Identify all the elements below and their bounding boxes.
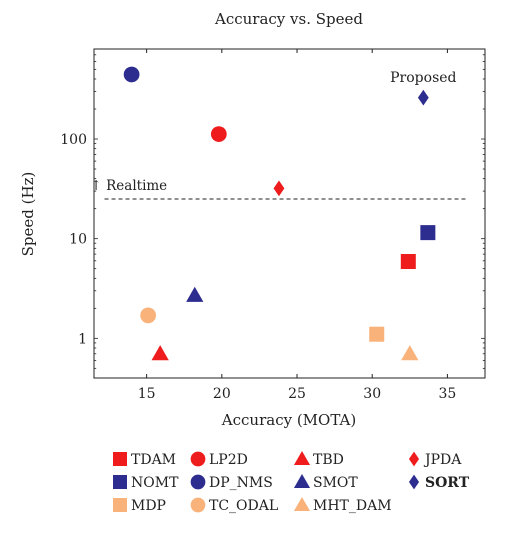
x-tick-label: 20 [213,386,231,402]
data-points [123,66,436,361]
x-tick-label: 35 [438,386,456,402]
legend-marker [113,475,127,489]
annotations: Proposed [390,70,456,86]
legend-label: TBD [313,452,344,468]
legend-marker [293,473,311,489]
legend-marker [113,452,127,466]
legend-marker [113,498,127,512]
x-tick-label: 15 [138,386,156,402]
legend-label: TDAM [131,452,176,468]
legend-label: SORT [425,475,470,491]
x-axis-label: Accuracy (MOTA) [221,411,356,429]
y-tick-label: 1 [78,331,87,347]
point-sort [417,89,429,106]
point-jpda [273,180,285,197]
x-tick-label: 25 [288,386,306,402]
legend-label: MDP [131,498,166,514]
legend-label: TC_ODAL [209,498,278,514]
point-mht-dam [401,345,419,361]
annotation-proposed: Proposed [390,70,456,86]
y-axis-ticks: 1 10 100 [60,48,485,379]
legend-marker [293,496,311,512]
legend-label: DP_NMS [209,475,273,491]
x-tick-label: 30 [363,386,381,402]
y-tick-label: 100 [60,132,87,148]
legend-marker [293,450,311,466]
legend-marker [190,474,206,490]
point-tdam [400,254,416,270]
plot-area [93,48,486,379]
point-dp-nms [123,66,140,83]
realtime-label: ↑ Realtime [91,178,168,194]
legend-label: MHT_DAM [313,498,392,514]
point-nomt [420,225,436,241]
point-lp2d [210,126,227,142]
legend-marker [408,451,420,467]
point-mdp [369,326,385,342]
y-axis-label: Speed (Hz) [19,172,37,257]
legend-marker [190,497,206,513]
legend-label: LP2D [209,452,248,468]
point-smot [186,286,204,302]
plot-frame [93,48,486,379]
realtime-threshold: ↑ Realtime [91,178,466,200]
legend-marker [190,451,206,467]
legend: TDAM LP2D TBD JPDA NOMT DP_NMS SMOT SORT MDP TC_O… [113,450,470,514]
y-tick-label: 10 [69,232,87,248]
legend-label: JPDA [423,452,462,468]
point-tbd [151,345,169,361]
legend-label: NOMT [131,475,179,491]
chart-title: Accuracy vs. Speed [214,10,363,28]
legend-label: SMOT [313,475,358,491]
point-tc-odal [140,307,157,324]
x-axis-ticks: 15 20 25 30 35 [138,49,456,402]
legend-marker [408,474,420,490]
